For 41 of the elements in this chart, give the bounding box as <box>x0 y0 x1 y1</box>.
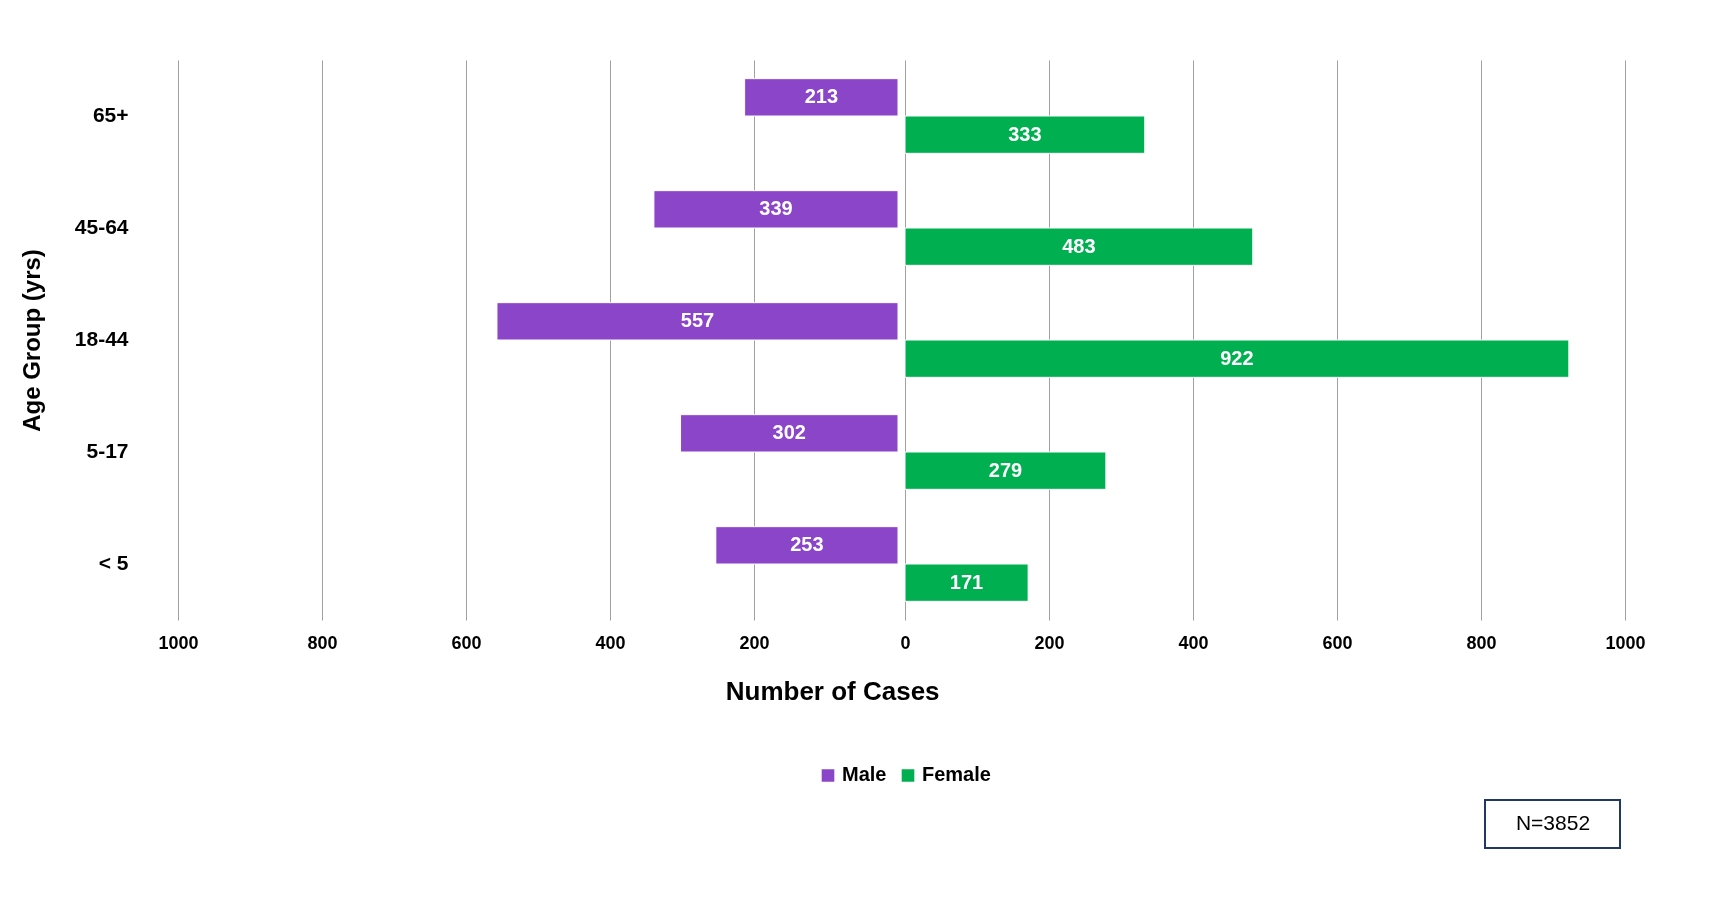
bar <box>904 339 1570 378</box>
y-axis-title: Age Group (yrs) <box>17 249 45 432</box>
bar <box>653 190 899 229</box>
x-tick-label: 200 <box>1034 632 1065 653</box>
y-tick-label: 45-64 <box>74 215 129 238</box>
data-label: 333 <box>1008 122 1042 145</box>
bar <box>904 563 1029 602</box>
x-tick-label: 200 <box>739 632 770 653</box>
bar <box>715 526 899 565</box>
x-tick-label: 400 <box>595 632 626 653</box>
data-label: 339 <box>759 197 793 220</box>
y-tick-label: 65+ <box>92 103 129 126</box>
y-tick-label: 5-17 <box>86 439 129 462</box>
x-tick-label: 1000 <box>158 632 199 653</box>
x-tick-label: 800 <box>1466 632 1497 653</box>
bar <box>904 227 1254 266</box>
x-tick-label: 0 <box>900 632 911 653</box>
data-label: 171 <box>949 570 984 593</box>
bar <box>744 78 899 117</box>
data-label: 213 <box>804 85 839 108</box>
data-label: 557 <box>680 309 715 332</box>
data-label: 279 <box>988 458 1023 481</box>
x-tick-label: 600 <box>451 632 482 653</box>
data-label: 253 <box>790 533 824 556</box>
legend-label: Female <box>922 763 991 786</box>
data-label: 302 <box>772 421 806 444</box>
y-tick-label: < 5 <box>98 551 129 574</box>
data-label: 922 <box>1220 346 1254 369</box>
bar <box>904 451 1107 490</box>
x-tick-label: 400 <box>1178 632 1209 653</box>
legend-label: Male <box>842 763 887 786</box>
data-label: 483 <box>1062 234 1096 257</box>
x-tick-label: 800 <box>307 632 338 653</box>
bar <box>680 414 899 453</box>
x-tick-label: 1000 <box>1605 632 1646 653</box>
bar <box>904 115 1146 154</box>
bar <box>496 302 899 341</box>
x-tick-label: 600 <box>1322 632 1353 653</box>
text: N=3852 <box>1515 811 1591 834</box>
x-axis-title: Number of Cases <box>725 676 940 706</box>
y-tick-label: 18-44 <box>74 327 129 350</box>
